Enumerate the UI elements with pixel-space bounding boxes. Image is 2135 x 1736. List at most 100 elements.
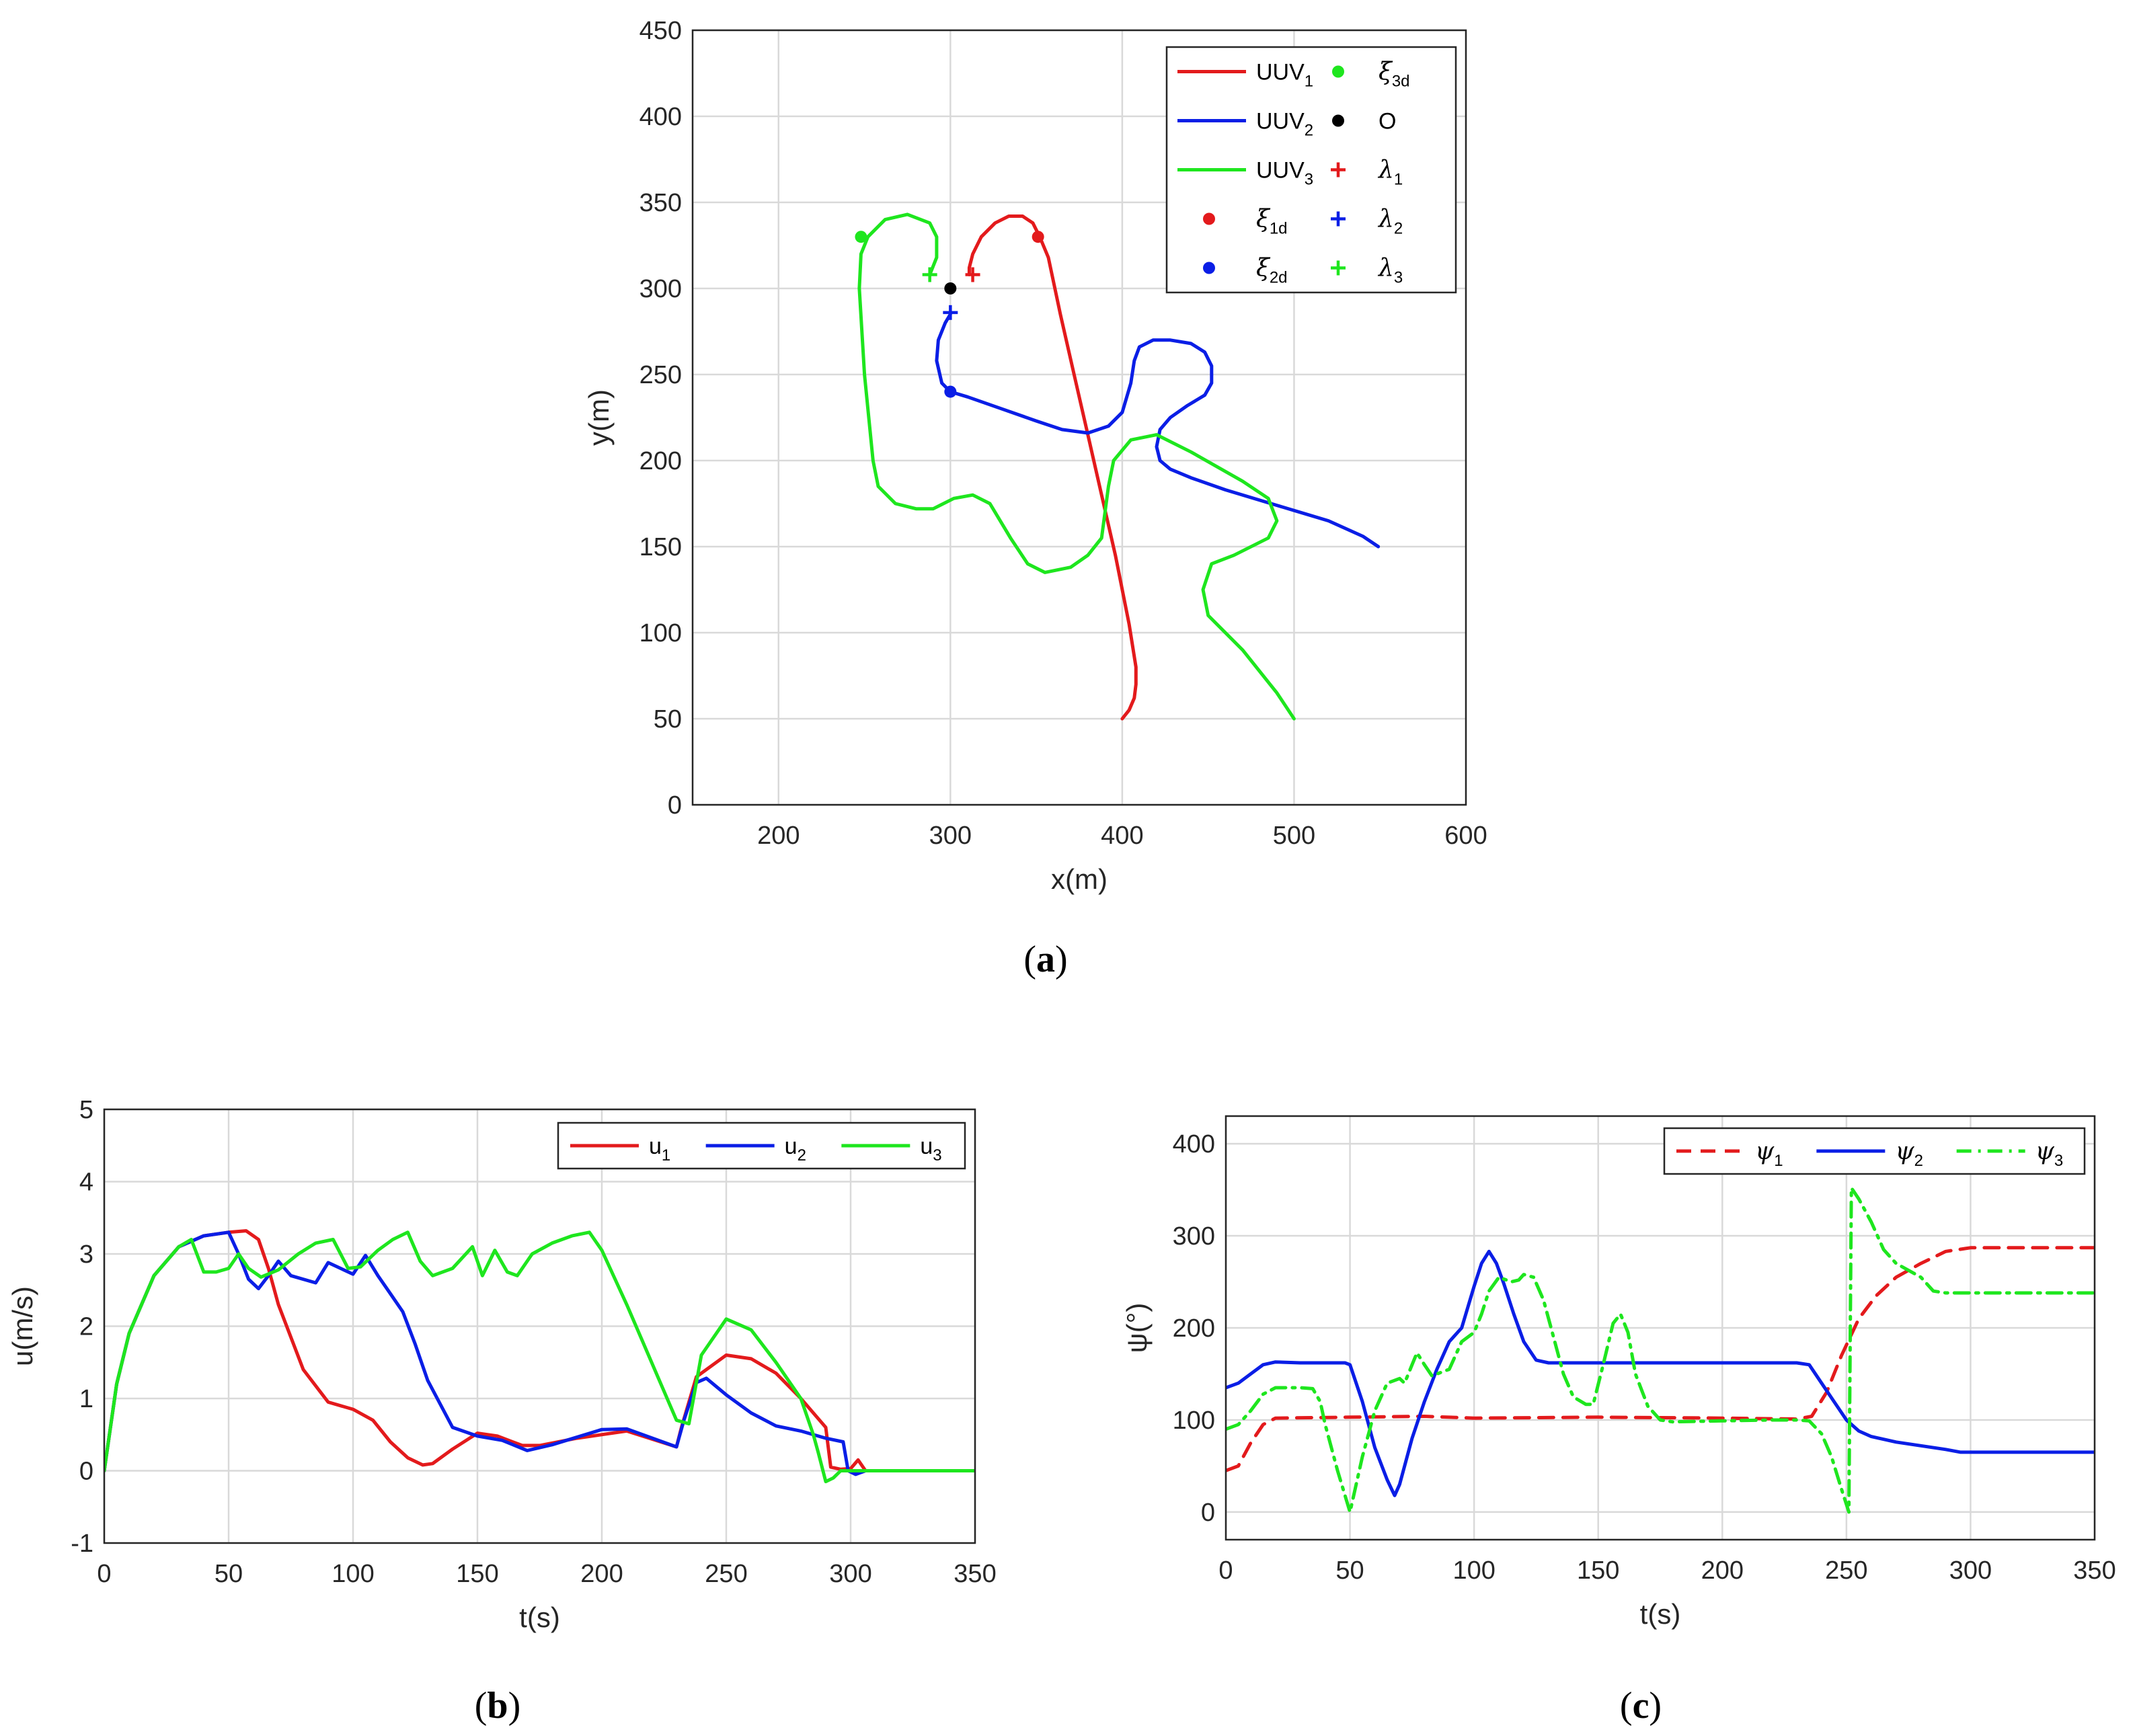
legend-label-sub: 3 [1305, 171, 1313, 189]
x-tick-label: 200 [757, 822, 800, 850]
x-tick-label: 250 [1825, 1556, 1867, 1585]
caption-paren-open: ( [475, 1685, 488, 1727]
marker-origin-O [944, 282, 957, 294]
y-tick-label: 450 [639, 17, 682, 45]
legend-label: u3 [920, 1134, 941, 1165]
y-tick-label: -1 [71, 1530, 93, 1558]
x-tick-label: 300 [929, 822, 972, 850]
legend-label: O [1379, 109, 1396, 134]
legend-label-sub: 2 [1394, 220, 1403, 238]
series-line-u1 [104, 1229, 975, 1472]
legend-label: UUV2 [1256, 109, 1313, 140]
legend-dot-swatch [1332, 114, 1344, 127]
legend-label-sub: 1 [1774, 1152, 1783, 1170]
series-line-psi2 [1226, 1249, 2095, 1497]
x-tick-label: 400 [1101, 822, 1143, 850]
legend-label: λ2 [1377, 206, 1403, 238]
series-group [104, 1229, 975, 1484]
x-tick-label: 150 [456, 1560, 498, 1588]
y-tick-label: 1 [79, 1385, 93, 1413]
x-tick-label: 350 [2073, 1556, 2115, 1585]
y-tick-label: 150 [639, 533, 682, 561]
legend-label-main: ψ [2035, 1138, 2055, 1165]
series-line-UUV3 [857, 212, 1296, 721]
legend-label-main: u [785, 1134, 798, 1159]
legend-label-sub: 1d [1270, 220, 1288, 238]
legend-label-main: λ [1377, 255, 1394, 282]
y-axis-label: y(m) [583, 389, 615, 446]
y-tick-label: 0 [668, 791, 682, 820]
legend-label: ψ1 [1755, 1138, 1783, 1170]
caption-paren-open: ( [1023, 939, 1036, 980]
panel-caption: (b) [475, 1685, 520, 1727]
x-tick-label: 300 [829, 1560, 871, 1588]
legend-label: λ3 [1377, 255, 1403, 287]
legend-plus-swatch [1331, 162, 1346, 177]
legend-label: ξ1d [1256, 206, 1288, 238]
x-tick-label: 50 [1335, 1556, 1364, 1585]
legend-label: ξ2d [1256, 255, 1288, 287]
panel-caption: (c) [1620, 1685, 1662, 1727]
y-tick-label: 3 [79, 1240, 93, 1269]
legend-label-sub: 1 [1305, 73, 1313, 91]
legend-label-main: ψ [1895, 1138, 1914, 1165]
series-line-UUV2 [935, 312, 1381, 549]
x-axis-label: t(s) [1640, 1598, 1681, 1630]
marker-xi-1d [1032, 231, 1044, 243]
series-line-psi3 [1226, 1186, 2095, 1514]
legend: ψ1 ψ2 ψ3 [1663, 1127, 2086, 1175]
y-tick-label: 250 [639, 361, 682, 389]
x-tick-label: 0 [1218, 1556, 1233, 1585]
x-tick-label: 300 [1949, 1556, 1992, 1585]
y-tick-label: 100 [1173, 1407, 1215, 1435]
y-tick-label: 100 [639, 619, 682, 647]
series-line-u2 [104, 1230, 975, 1476]
y-tick-label: 4 [79, 1169, 93, 1197]
x-tick-label: 250 [705, 1560, 747, 1588]
y-tick-label: 200 [639, 447, 682, 475]
y-tick-label: 50 [654, 705, 682, 734]
legend-label-sub: 2d [1270, 269, 1288, 287]
legend-label-sub: 2 [1305, 122, 1313, 140]
panel-a-trajectory-plot: 200 300 400 500 600 0 50 100 150 200 250 300 350 400 4… [583, 17, 1487, 980]
legend-plus-swatch [1331, 211, 1346, 227]
marker-lambda-1 [965, 267, 980, 282]
caption-paren-open: ( [1620, 1685, 1633, 1727]
legend-label-main: O [1379, 109, 1396, 134]
legend-label-sub: 1 [662, 1146, 670, 1165]
axes-frame [103, 1108, 976, 1544]
legend-label-main: UUV [1256, 109, 1305, 134]
legend-label: ψ3 [2035, 1138, 2064, 1170]
marker-xi-2d [944, 385, 957, 398]
caption-letter: b [487, 1685, 508, 1727]
legend-label-main: ξ [1256, 255, 1271, 282]
legend-label-sub: 2 [798, 1146, 806, 1165]
y-tick-label: 400 [639, 103, 682, 131]
legend-dot-swatch [1332, 65, 1344, 78]
marker-lambda-3 [922, 267, 937, 282]
legend-label-main: λ [1377, 157, 1394, 184]
x-tick-label: 100 [1452, 1556, 1495, 1585]
legend-label: UUV1 [1256, 60, 1313, 91]
caption-paren-close: ) [508, 1685, 521, 1727]
legend-label-sub: 3d [1392, 73, 1410, 91]
panel-b-surge-velocity-plot: 0 50 100 150 200 250 300 350-1012345t(s)u(m/s)(… [7, 1096, 997, 1727]
panel-caption: (a) [1023, 939, 1067, 980]
x-tick-label: 350 [954, 1560, 996, 1588]
legend-label: u1 [649, 1134, 670, 1165]
x-tick-label: 50 [215, 1560, 243, 1588]
marker-xi-3d [855, 231, 867, 243]
x-axis-label: t(s) [519, 1602, 560, 1633]
legend-label-main: UUV [1256, 60, 1305, 85]
legend-label: ξ3d [1379, 58, 1410, 91]
legend-label-sub: 2 [1914, 1152, 1923, 1170]
caption-paren-close: ) [1649, 1685, 1662, 1727]
series-line-u3 [104, 1230, 975, 1484]
axes-frame [1225, 1115, 2096, 1541]
x-tick-label: 0 [97, 1560, 111, 1588]
y-tick-label: 5 [79, 1096, 93, 1124]
legend-label-main: ψ [1755, 1138, 1775, 1165]
legend-label-sub: 1 [1394, 171, 1403, 189]
